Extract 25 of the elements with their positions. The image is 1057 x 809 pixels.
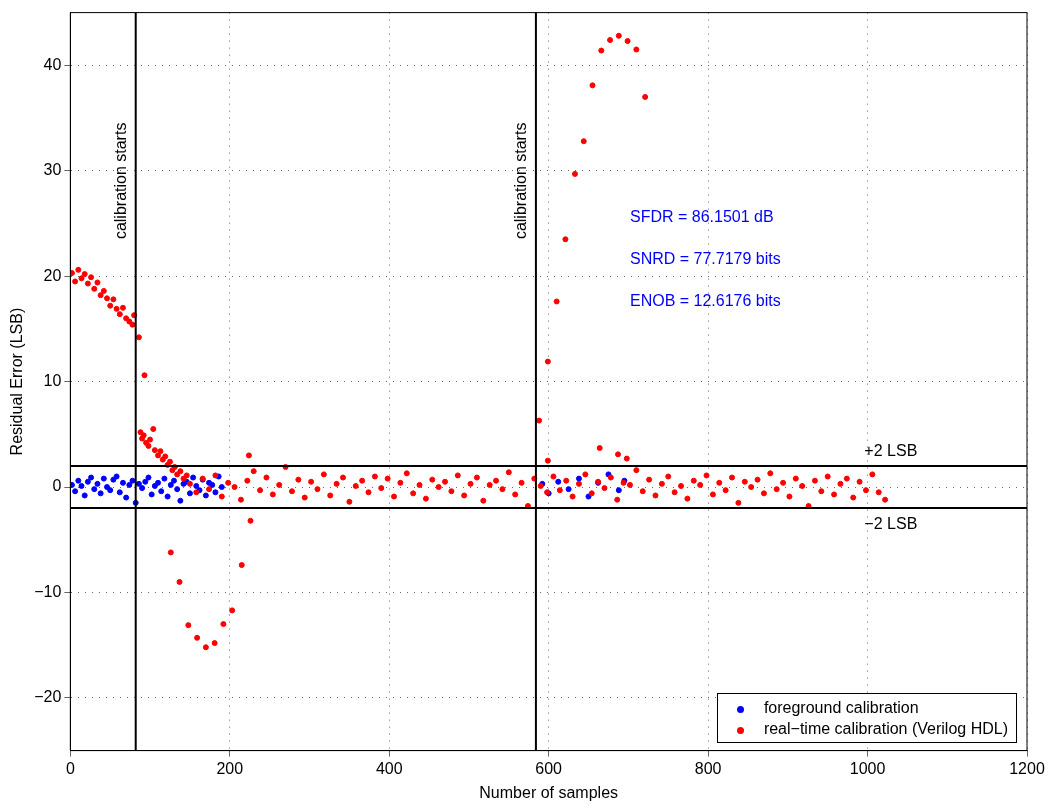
ref-line-label: +2 LSB (864, 442, 918, 460)
y-axis-title: Residual Error (LSB) (8, 307, 26, 456)
x-tick-label: 1000 (849, 759, 886, 777)
x-tick-label: 200 (216, 759, 244, 777)
annotation: SFDR = 86.1501 dB (629, 208, 774, 226)
x-tick-label: 600 (535, 759, 563, 777)
y-tick-label: 10 (43, 372, 62, 390)
y-tick-label: −20 (34, 688, 62, 706)
ref-line-label: −2 LSB (864, 514, 918, 532)
x-tick-label: 1200 (1009, 759, 1045, 777)
ref-line-label: calibration starts (512, 122, 530, 240)
legend-label: real−time calibration (Verilog HDL) (763, 719, 1008, 739)
y-tick-label: −10 (34, 582, 62, 600)
x-tick-label: 0 (65, 759, 75, 777)
y-tick-label: 40 (43, 55, 62, 73)
annotation: ENOB = 12.6176 bits (629, 292, 781, 310)
x-tick-label: 800 (694, 759, 722, 777)
y-tick-label: 20 (43, 266, 62, 284)
x-tick-label: 400 (375, 759, 403, 777)
y-tick-label: 0 (52, 477, 62, 495)
ref-line-label: calibration starts (112, 122, 130, 240)
x-axis-title: Number of samples (479, 783, 619, 801)
y-tick-label: 30 (43, 161, 62, 179)
legend-label: foreground calibration (763, 698, 919, 718)
annotation: SNRD = 77.7179 bits (629, 250, 781, 268)
